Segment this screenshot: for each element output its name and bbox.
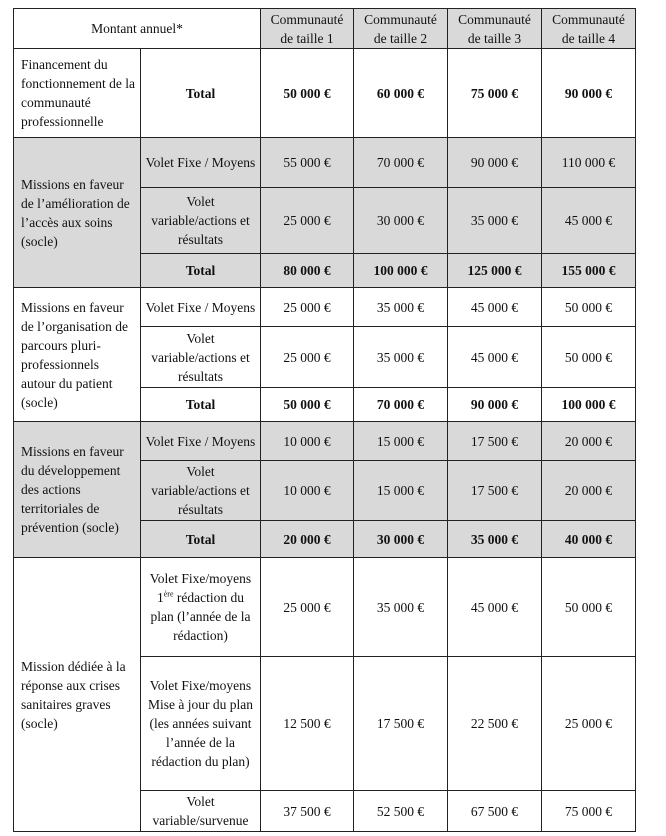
amount-cell: 25 000 €: [260, 557, 354, 657]
table-row: Financement du fonctionnement de la comm…: [13, 48, 636, 138]
row-label-text: rédaction du plan (l’année de la rédacti…: [150, 590, 251, 643]
amount-cell: 35 000 €: [353, 326, 448, 388]
amount-cell: 90 000 €: [447, 137, 542, 188]
group-label: Financement du fonctionnement de la comm…: [13, 48, 141, 138]
amount-cell: 15 000 €: [353, 421, 448, 461]
group-label: Mission dédiée à la réponse aux crises s…: [13, 557, 141, 832]
amount-cell: 50 000 €: [260, 387, 354, 422]
group-label: Missions en faveur de l’organisation de …: [13, 287, 141, 422]
amount-cell: 30 000 €: [353, 520, 448, 558]
row-label: Volet Fixe / Moyens: [140, 137, 261, 188]
row-label: Volet variable/actions et résultats: [140, 187, 261, 254]
group-label: Missions en faveur du développement des …: [13, 421, 141, 558]
table-row: Volet variable/survenue 37 500 €52 500 €6…: [14, 790, 636, 832]
table-row: Missions en faveur du développement des …: [13, 421, 636, 558]
amount-cell: 50 000 €: [541, 287, 636, 327]
table-row: Missions en faveur de l’amélioration de …: [13, 137, 636, 288]
amount-cell: 110 000 €: [541, 137, 636, 188]
amount-cell: 25 000 €: [260, 326, 354, 388]
header-label: Montant annuel*: [13, 8, 261, 49]
amount-cell: 50 000 €: [541, 326, 636, 388]
column-header: Communauté de taille 4: [541, 8, 636, 49]
table-row: Volet variable/actions et résultats 25 00…: [14, 326, 636, 388]
row-label: Volet Fixe/moyens Mise à jour du plan (l…: [140, 656, 261, 791]
row-label: Volet variable/actions et résultats: [140, 326, 261, 388]
amount-cell: 37 500 €: [260, 790, 354, 832]
amount-cell: 30 000 €: [353, 187, 448, 254]
amount-cell: 90 000 €: [541, 48, 636, 138]
table-row: Missions en faveur de l’organisation de …: [13, 287, 636, 422]
row-label: Volet variable/survenue: [140, 790, 261, 832]
column-header: Communauté de taille 1: [260, 8, 354, 49]
table-row: Volet variable/actions et résultats 25 00…: [13, 187, 636, 254]
amount-cell: 20 000 €: [260, 520, 354, 558]
group-label: Missions en faveur de l’amélioration de …: [13, 137, 141, 288]
column-header: Communauté de taille 2: [353, 8, 448, 49]
amount-cell: 45 000 €: [541, 187, 636, 254]
amount-cell: 35 000 €: [447, 187, 542, 254]
row-label: Total: [140, 520, 261, 558]
amount-cell: 15 000 €: [353, 460, 448, 521]
amount-cell: 125 000 €: [447, 253, 542, 288]
row-label: Volet Fixe / Moyens: [140, 421, 261, 461]
amount-cell: 155 000 €: [541, 253, 636, 288]
amount-cell: 40 000 €: [541, 520, 636, 558]
amount-cell: 10 000 €: [260, 460, 354, 521]
amount-cell: 20 000 €: [541, 460, 636, 521]
amount-cell: 17 500 €: [447, 421, 542, 461]
funding-table: Montant annuel* Communauté de taille 1 C…: [13, 8, 636, 832]
row-label: Volet variable/actions et résultats: [140, 460, 261, 521]
row-label: Total: [140, 387, 261, 422]
amount-cell: 70 000 €: [353, 137, 448, 188]
amount-cell: 45 000 €: [447, 287, 542, 327]
amount-cell: 70 000 €: [353, 387, 448, 422]
table-row: Total 50 000 €70 000 €90 000 €100 000 €: [14, 387, 636, 422]
superscript: ère: [163, 589, 174, 599]
amount-cell: 90 000 €: [447, 387, 542, 422]
amount-cell: 52 500 €: [353, 790, 448, 832]
table-row: Mission dédiée à la réponse aux crises s…: [13, 557, 636, 832]
amount-cell: 75 000 €: [541, 790, 636, 832]
row-label: Total: [140, 48, 261, 138]
amount-cell: 20 000 €: [541, 421, 636, 461]
amount-cell: 50 000 €: [260, 48, 354, 138]
amount-cell: 80 000 €: [260, 253, 354, 288]
amount-cell: 50 000 €: [541, 557, 636, 657]
amount-cell: 25 000 €: [541, 656, 636, 791]
amount-cell: 67 500 €: [447, 790, 542, 832]
amount-cell: 10 000 €: [260, 421, 354, 461]
row-label: Volet Fixe / Moyens: [140, 287, 261, 327]
row-label: Volet Fixe/moyens 1ère rédaction du plan…: [140, 557, 261, 657]
amount-cell: 12 500 €: [260, 656, 354, 791]
header-row: Montant annuel* Communauté de taille 1 C…: [13, 8, 636, 49]
amount-cell: 25 000 €: [260, 287, 354, 327]
amount-cell: 17 500 €: [353, 656, 448, 791]
amount-cell: 35 000 €: [353, 557, 448, 657]
amount-cell: 35 000 €: [447, 520, 542, 558]
amount-cell: 45 000 €: [447, 326, 542, 388]
amount-cell: 100 000 €: [541, 387, 636, 422]
amount-cell: 25 000 €: [260, 187, 354, 254]
column-header: Communauté de taille 3: [447, 8, 542, 49]
table-row: Volet Fixe/moyens Mise à jour du plan (l…: [14, 656, 636, 791]
amount-cell: 45 000 €: [447, 557, 542, 657]
amount-cell: 100 000 €: [353, 253, 448, 288]
amount-cell: 55 000 €: [260, 137, 354, 188]
row-label-text: Volet Fixe/moyens 1: [149, 571, 252, 605]
amount-cell: 60 000 €: [353, 48, 448, 138]
amount-cell: 35 000 €: [353, 287, 448, 327]
amount-cell: 22 500 €: [447, 656, 542, 791]
amount-cell: 17 500 €: [447, 460, 542, 521]
row-label: Total: [140, 253, 261, 288]
amount-cell: 75 000 €: [447, 48, 542, 138]
